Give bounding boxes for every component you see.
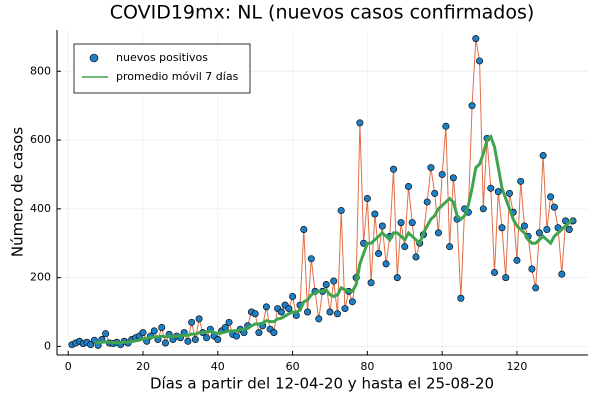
- legend-marker: [89, 53, 99, 63]
- point: [532, 284, 540, 292]
- point: [517, 177, 525, 185]
- point: [434, 229, 442, 237]
- point: [442, 122, 450, 130]
- point: [550, 203, 558, 211]
- point: [300, 225, 308, 233]
- point: [139, 329, 147, 337]
- point: [401, 243, 409, 251]
- x-tick-label: 120: [506, 360, 527, 373]
- point: [225, 318, 233, 326]
- point: [232, 332, 240, 340]
- point: [322, 280, 330, 288]
- point: [513, 256, 521, 264]
- point: [390, 165, 398, 173]
- point: [307, 255, 315, 263]
- point: [468, 102, 476, 110]
- y-tick-label: 400: [30, 202, 51, 215]
- point: [505, 189, 513, 197]
- point: [315, 315, 323, 323]
- point: [487, 184, 495, 192]
- point: [363, 195, 371, 203]
- point: [333, 310, 341, 318]
- point: [431, 189, 439, 197]
- legend-box: [73, 43, 251, 94]
- x-tick-label: 40: [211, 360, 225, 373]
- point: [565, 225, 573, 233]
- point: [214, 336, 222, 344]
- point: [102, 330, 110, 338]
- point: [348, 298, 356, 306]
- point: [337, 207, 345, 215]
- point: [457, 294, 465, 302]
- point: [251, 310, 259, 318]
- point: [423, 198, 431, 206]
- point: [528, 265, 536, 273]
- point: [539, 152, 547, 160]
- point: [520, 222, 528, 230]
- point: [449, 174, 457, 182]
- point: [356, 119, 364, 127]
- point: [262, 303, 270, 311]
- point: [491, 268, 499, 276]
- point: [289, 293, 297, 301]
- point: [188, 318, 196, 326]
- point: [326, 308, 334, 316]
- point: [161, 339, 169, 347]
- point: [87, 341, 95, 349]
- moving-average-line: [94, 133, 575, 345]
- chart-title: COVID19mx: NL (nuevos casos confirmados): [110, 2, 535, 24]
- point: [150, 327, 158, 335]
- point: [378, 222, 386, 230]
- legend-label: nuevos positivos: [116, 51, 208, 64]
- point: [479, 205, 487, 213]
- point: [502, 274, 510, 282]
- point: [371, 210, 379, 218]
- point: [277, 308, 285, 316]
- point: [285, 305, 293, 313]
- point: [184, 337, 192, 345]
- point: [494, 188, 502, 196]
- y-tick-label: 200: [30, 271, 51, 284]
- point: [558, 270, 566, 278]
- point: [397, 219, 405, 227]
- point: [330, 277, 338, 285]
- point: [547, 193, 555, 201]
- point: [341, 305, 349, 313]
- point: [158, 323, 166, 331]
- legend-label: promedio móvil 7 días: [116, 70, 239, 83]
- x-tick-label: 0: [65, 360, 72, 373]
- point: [535, 229, 543, 237]
- y-axis-label: Número de casos: [9, 127, 27, 257]
- point: [446, 243, 454, 251]
- point: [438, 170, 446, 178]
- y-tick-label: 0: [44, 339, 51, 352]
- point: [393, 274, 401, 282]
- point: [255, 329, 263, 337]
- point: [405, 182, 413, 190]
- x-tick-label: 20: [136, 360, 150, 373]
- point: [195, 315, 203, 323]
- point: [498, 224, 506, 232]
- point: [191, 336, 199, 344]
- point: [543, 225, 551, 233]
- x-tick-label: 60: [286, 360, 300, 373]
- point: [476, 57, 484, 65]
- x-tick-label: 80: [360, 360, 374, 373]
- y-tick-label: 600: [30, 133, 51, 146]
- x-axis-label: Días a partir del 12-04-20 y hasta el 25…: [150, 375, 494, 393]
- y-tick-label: 800: [30, 64, 51, 77]
- point: [408, 219, 416, 227]
- point: [375, 250, 383, 258]
- point: [304, 308, 312, 316]
- point: [382, 260, 390, 268]
- x-tick-label: 100: [432, 360, 453, 373]
- point: [203, 334, 211, 342]
- point: [412, 253, 420, 261]
- point: [472, 35, 480, 43]
- point: [427, 164, 435, 172]
- point: [270, 329, 278, 337]
- point: [367, 279, 375, 287]
